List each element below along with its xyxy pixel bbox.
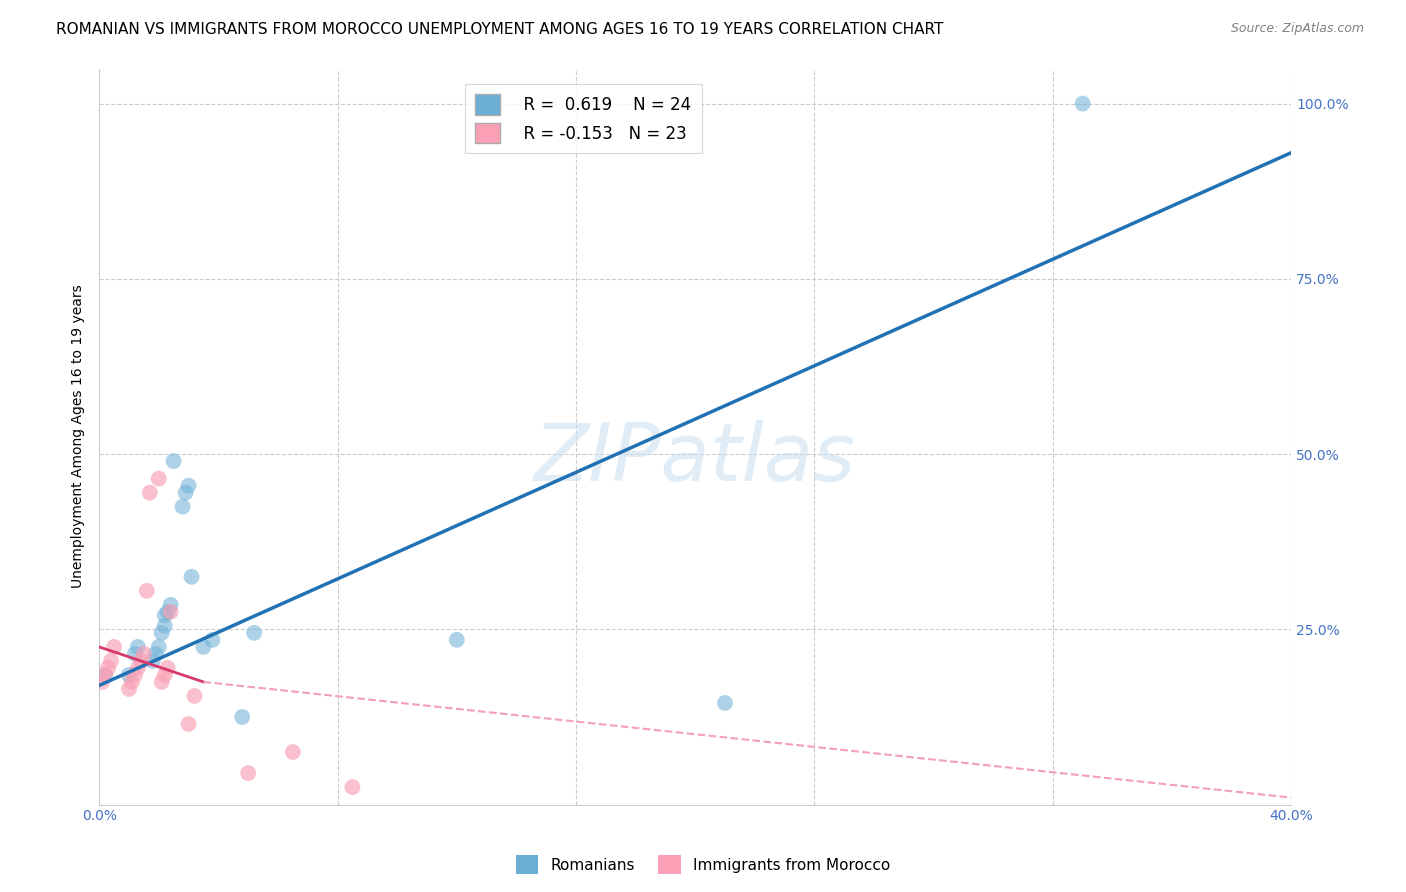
Point bbox=[159, 605, 181, 619]
Point bbox=[139, 485, 162, 500]
Point bbox=[97, 661, 120, 675]
Point bbox=[159, 598, 181, 612]
Point bbox=[1071, 96, 1094, 111]
Point bbox=[201, 632, 224, 647]
Point bbox=[129, 654, 152, 668]
Point bbox=[94, 668, 117, 682]
Point bbox=[714, 696, 737, 710]
Point bbox=[142, 654, 165, 668]
Point bbox=[174, 485, 197, 500]
Point bbox=[103, 640, 125, 654]
Text: Source: ZipAtlas.com: Source: ZipAtlas.com bbox=[1230, 22, 1364, 36]
Point bbox=[281, 745, 304, 759]
Point bbox=[342, 780, 364, 794]
Point bbox=[124, 668, 146, 682]
Point bbox=[446, 632, 468, 647]
Point bbox=[153, 608, 176, 623]
Point bbox=[135, 583, 157, 598]
Point bbox=[183, 689, 205, 703]
Point bbox=[94, 668, 117, 682]
Point bbox=[153, 619, 176, 633]
Point bbox=[118, 668, 141, 682]
Point bbox=[148, 640, 170, 654]
Point bbox=[243, 625, 266, 640]
Point bbox=[132, 647, 155, 661]
Point bbox=[91, 675, 114, 690]
Point bbox=[150, 625, 173, 640]
Point bbox=[156, 661, 179, 675]
Point bbox=[148, 472, 170, 486]
Point bbox=[177, 478, 200, 492]
Point bbox=[150, 675, 173, 690]
Point bbox=[118, 681, 141, 696]
Point bbox=[180, 570, 202, 584]
Point bbox=[145, 647, 167, 661]
Legend:   R =  0.619    N = 24,   R = -0.153   N = 23: R = 0.619 N = 24, R = -0.153 N = 23 bbox=[465, 84, 702, 153]
Point bbox=[193, 640, 215, 654]
Point bbox=[236, 766, 259, 780]
Point bbox=[100, 654, 122, 668]
Point bbox=[231, 710, 253, 724]
Point bbox=[153, 668, 176, 682]
Point bbox=[163, 454, 186, 468]
Y-axis label: Unemployment Among Ages 16 to 19 years: Unemployment Among Ages 16 to 19 years bbox=[72, 285, 86, 589]
Point bbox=[127, 640, 149, 654]
Point bbox=[127, 661, 149, 675]
Point bbox=[156, 605, 179, 619]
Text: ROMANIAN VS IMMIGRANTS FROM MOROCCO UNEMPLOYMENT AMONG AGES 16 TO 19 YEARS CORRE: ROMANIAN VS IMMIGRANTS FROM MOROCCO UNEM… bbox=[56, 22, 943, 37]
Point bbox=[121, 675, 143, 690]
Text: ZIPatlas: ZIPatlas bbox=[534, 419, 856, 498]
Legend: Romanians, Immigrants from Morocco: Romanians, Immigrants from Morocco bbox=[509, 849, 897, 880]
Point bbox=[172, 500, 194, 514]
Point bbox=[124, 647, 146, 661]
Point bbox=[177, 717, 200, 731]
